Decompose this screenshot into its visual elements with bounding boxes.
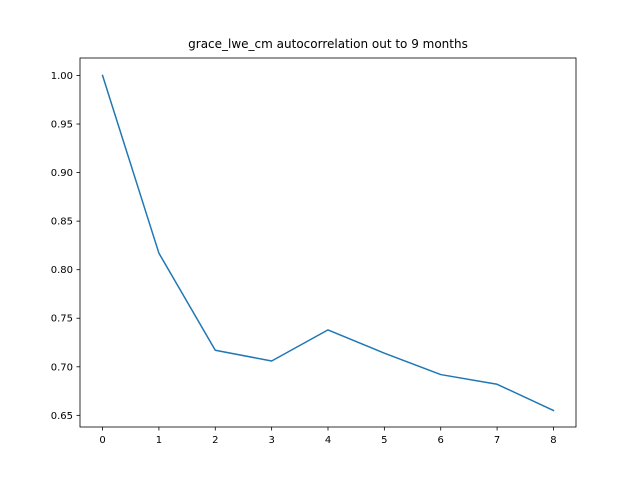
x-tick-label-0: 0 [99,435,105,446]
y-tick-label-0.95: 0.95 [51,120,73,131]
y-tick-label-0.75: 0.75 [51,314,73,325]
y-tick-label-0.85: 0.85 [51,217,73,228]
x-tick-label-6: 6 [438,435,444,446]
x-tick-label-5: 5 [381,435,387,446]
x-tick-label-2: 2 [212,435,218,446]
x-tick-label-7: 7 [494,435,500,446]
y-tick-label-1.00: 1.00 [51,71,73,82]
x-tick-label-4: 4 [325,435,331,446]
y-tick-label-0.90: 0.90 [51,168,73,179]
chart-title: grace_lwe_cm autocorrelation out to 9 mo… [188,37,468,51]
x-tick-label-3: 3 [268,435,274,446]
x-tick-label-1: 1 [156,435,162,446]
y-tick-label-0.70: 0.70 [51,362,73,373]
y-tick-label-0.80: 0.80 [51,265,73,276]
y-tick-label-0.65: 0.65 [51,411,73,422]
x-tick-label-8: 8 [550,435,556,446]
series-line [101,74,555,412]
plot-area: 0 1 2 3 4 5 6 7 8 0.65 0.70 0.75 0.80 0.85 0.90 0.95 1.0… [51,57,577,446]
